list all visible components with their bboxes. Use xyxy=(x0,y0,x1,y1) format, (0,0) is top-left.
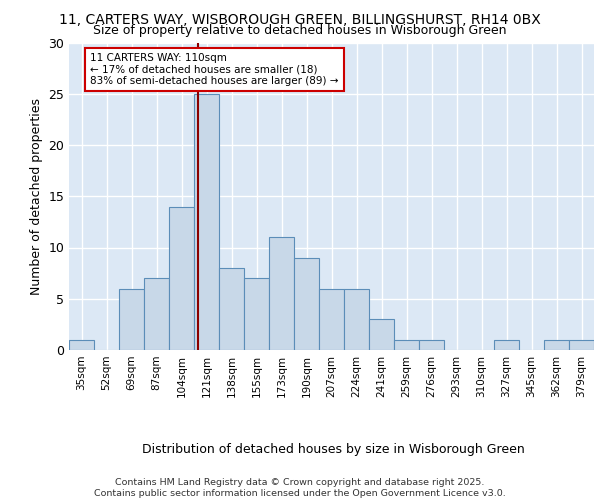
Bar xyxy=(219,268,244,350)
Bar xyxy=(569,340,594,350)
Bar xyxy=(369,320,394,350)
Y-axis label: Number of detached properties: Number of detached properties xyxy=(30,98,43,294)
Bar xyxy=(194,94,219,350)
Bar xyxy=(144,278,169,350)
Text: 11, CARTERS WAY, WISBOROUGH GREEN, BILLINGSHURST, RH14 0BX: 11, CARTERS WAY, WISBOROUGH GREEN, BILLI… xyxy=(59,12,541,26)
Bar xyxy=(69,340,94,350)
Bar xyxy=(244,278,269,350)
Bar xyxy=(394,340,419,350)
Bar xyxy=(294,258,319,350)
Bar xyxy=(344,288,369,350)
Bar xyxy=(544,340,569,350)
Bar xyxy=(319,288,344,350)
Bar xyxy=(269,238,294,350)
Text: Contains HM Land Registry data © Crown copyright and database right 2025.
Contai: Contains HM Land Registry data © Crown c… xyxy=(94,478,506,498)
Text: Distribution of detached houses by size in Wisborough Green: Distribution of detached houses by size … xyxy=(142,442,524,456)
Bar xyxy=(169,206,194,350)
Bar xyxy=(119,288,144,350)
Bar xyxy=(494,340,519,350)
Text: Size of property relative to detached houses in Wisborough Green: Size of property relative to detached ho… xyxy=(93,24,507,37)
Text: 11 CARTERS WAY: 110sqm
← 17% of detached houses are smaller (18)
83% of semi-det: 11 CARTERS WAY: 110sqm ← 17% of detached… xyxy=(90,52,339,86)
Bar xyxy=(419,340,444,350)
